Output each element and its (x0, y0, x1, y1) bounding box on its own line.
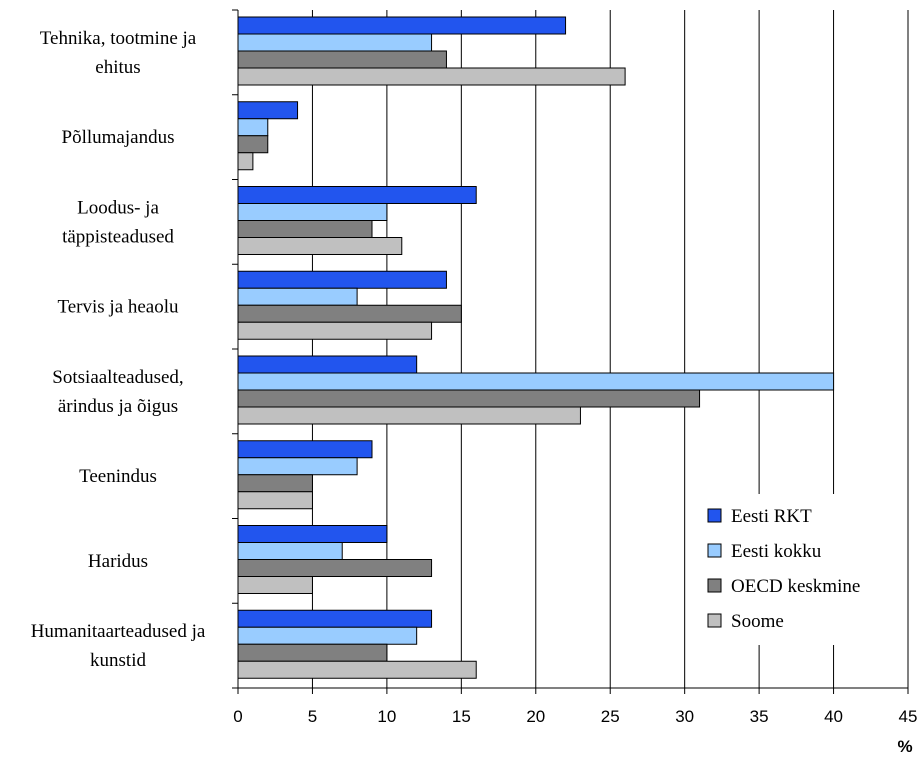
category-label: Humanitaarteadused ja (31, 621, 206, 642)
bar (237, 304, 462, 323)
x-tick-label: 15 (452, 707, 471, 726)
legend-label: Eesti RKT (731, 506, 812, 527)
bar (237, 220, 373, 238)
bar (237, 270, 447, 289)
category-label: Tervis ja heaolu (57, 297, 179, 318)
bar (237, 67, 626, 86)
bar (237, 609, 433, 628)
bar (237, 406, 581, 425)
bar (237, 203, 388, 221)
category-label: Sotsiaalteadused, (52, 367, 183, 388)
bar (237, 576, 313, 594)
category-label: Teenindus (79, 466, 157, 487)
category-label: Loodus- ja (77, 197, 159, 218)
tick-labels: 0 5 10 15 20 25 30 35 40 45 (233, 707, 917, 726)
bar (237, 50, 447, 69)
x-tick-label: 40 (824, 707, 843, 726)
x-axis-label: % (897, 737, 912, 756)
bar (237, 186, 477, 204)
category-label: ehitus (95, 57, 140, 78)
legend-swatch (707, 613, 722, 628)
axes (232, 9, 909, 694)
x-tick-label: 45 (899, 707, 918, 726)
bars (237, 16, 835, 679)
bar (237, 643, 388, 662)
legend-label: Soome (731, 611, 784, 632)
bar (237, 660, 477, 679)
category-label: kunstid (90, 650, 146, 671)
bar (237, 372, 835, 391)
category-labels: Tehnika, tootmine ja ehitus Põllumajandus L… (31, 28, 206, 671)
legend: Eesti RKT Eesti kokku OECD keskmine Soome (694, 494, 897, 645)
legend-label: Eesti kokku (731, 541, 822, 562)
x-tick-label: 5 (308, 707, 317, 726)
bar (237, 135, 269, 154)
bar (237, 389, 701, 408)
bar (237, 355, 418, 374)
x-tick-label: 20 (526, 707, 545, 726)
x-tick-label: 10 (377, 707, 396, 726)
bar (237, 16, 567, 35)
bar (237, 237, 403, 255)
category-label: Tehnika, tootmine ja (40, 28, 197, 49)
category-label: ärindus ja õigus (58, 396, 178, 417)
bar (237, 457, 358, 476)
x-tick-label: 25 (601, 707, 620, 726)
bar (237, 321, 433, 340)
bar (237, 559, 433, 577)
x-tick-label: 0 (233, 707, 242, 726)
legend-label: OECD keskmine (731, 576, 860, 597)
bar (237, 118, 269, 137)
legend-swatch (707, 508, 722, 523)
category-label: täppisteadused (62, 226, 174, 247)
x-tick-label: 30 (675, 707, 694, 726)
bar (237, 525, 388, 543)
bar (237, 152, 254, 171)
bar (237, 491, 313, 510)
bar (237, 474, 313, 493)
bar (237, 33, 433, 52)
category-label: Haridus (88, 551, 148, 572)
bar (237, 101, 299, 120)
x-tick-label: 35 (750, 707, 769, 726)
bar (237, 542, 343, 560)
bar (237, 287, 358, 306)
bar (237, 440, 373, 459)
gridlines (311, 10, 909, 688)
legend-swatch (707, 578, 722, 593)
bar (237, 626, 418, 645)
category-label: Põllumajandus (62, 127, 175, 148)
legend-swatch (707, 543, 722, 558)
legend-box (694, 494, 897, 645)
